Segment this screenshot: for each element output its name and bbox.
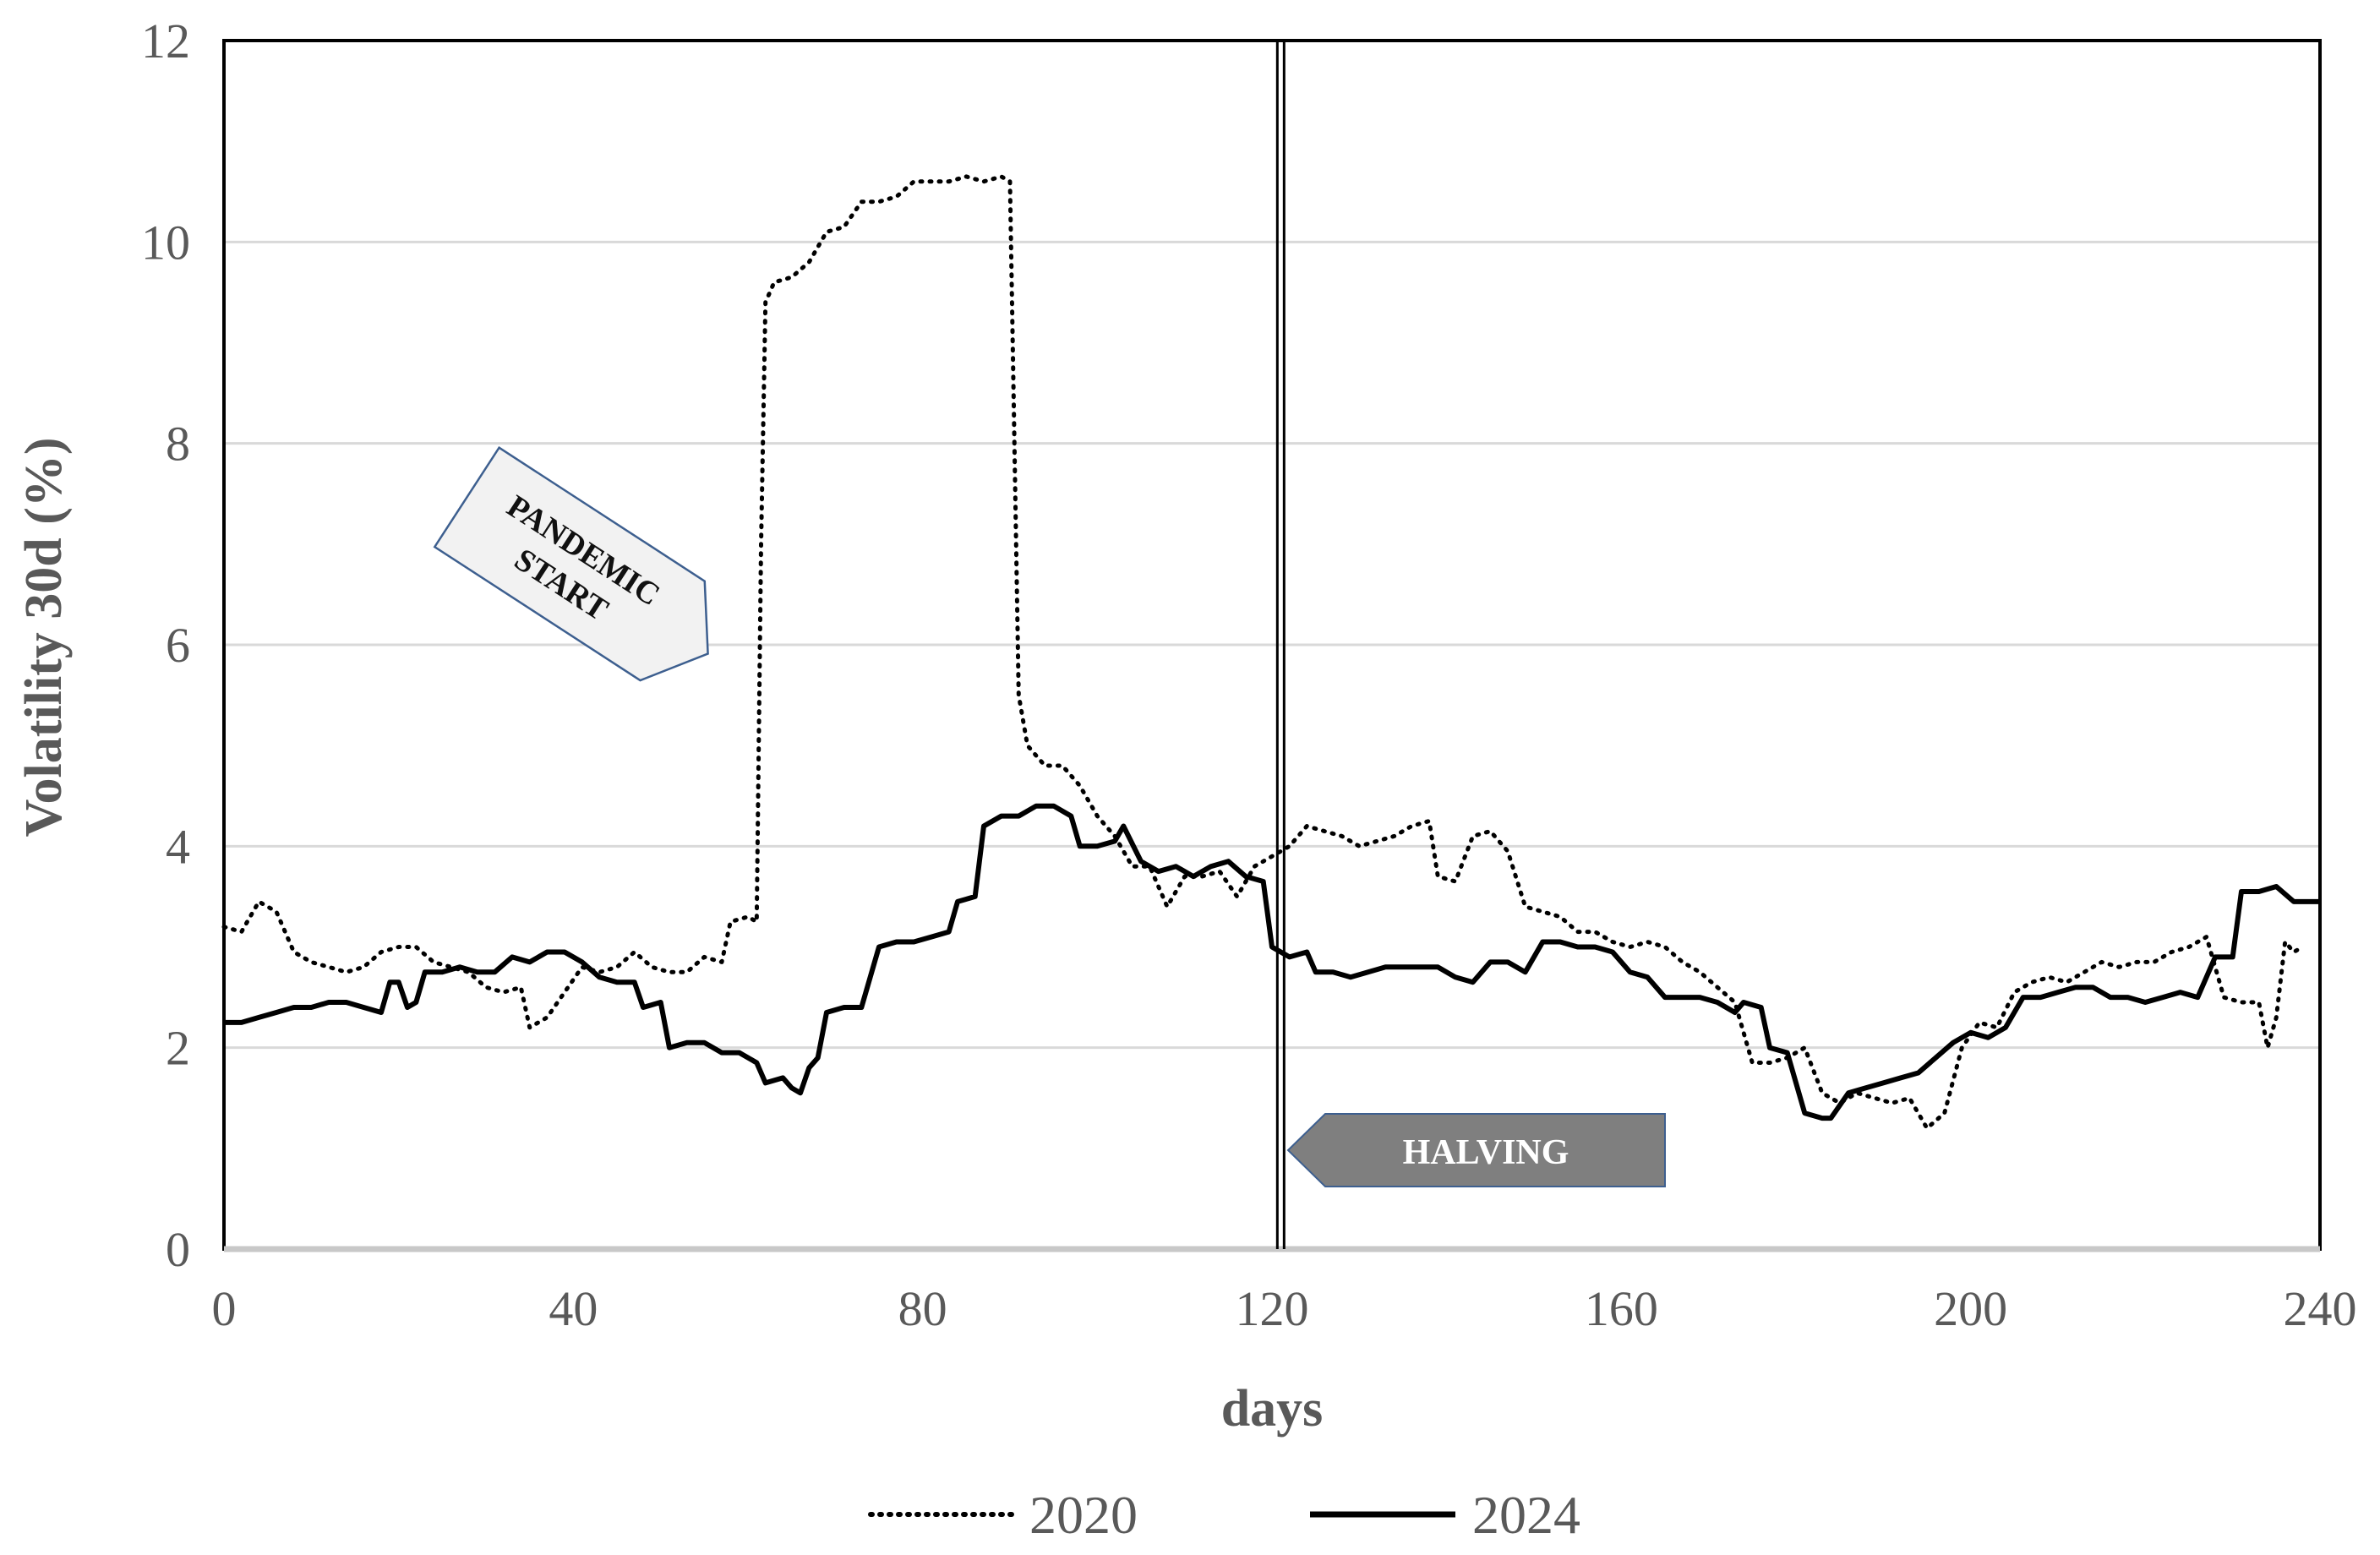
series-line-2020	[221, 174, 2305, 1131]
y-tick-label: 6	[166, 618, 190, 673]
y-tick-label: 12	[141, 14, 190, 68]
y-tick-label: 4	[166, 819, 190, 874]
halving-label: HALVING	[1403, 1133, 1569, 1172]
gridlines	[224, 240, 2320, 1050]
x-tick-label: 0	[212, 1281, 237, 1336]
halving-vertical-line	[1275, 41, 1286, 1249]
x-tick-label: 160	[1585, 1281, 1658, 1336]
x-tick-label: 80	[898, 1281, 947, 1336]
y-axis-tick-labels: 0 2 4 6 8 10 12	[141, 14, 190, 1277]
halving-arrow-shape	[1286, 1113, 1666, 1187]
x-tick-label: 120	[1236, 1281, 1309, 1336]
pandemic-arrow-shape	[433, 445, 709, 682]
x-axis-title: days	[1221, 1380, 1324, 1438]
legend-label-2020: 2020	[1029, 1485, 1138, 1545]
series-line-2024	[224, 803, 2320, 1121]
pandemic-start-annotation: PANDEMIC START	[433, 445, 709, 682]
x-tick-label: 240	[2284, 1281, 2357, 1336]
y-tick-label: 8	[166, 417, 190, 472]
y-tick-label: 2	[166, 1021, 190, 1076]
y-axis-title: Volatility 30d (%)	[15, 437, 73, 837]
x-axis-tick-labels: 0 40 80 120 160 200 240	[212, 1281, 2357, 1336]
x-tick-label: 200	[1934, 1281, 2007, 1336]
halving-annotation: HALVING	[1286, 1113, 1666, 1187]
legend-label-2024: 2024	[1472, 1485, 1580, 1545]
y-tick-label: 10	[141, 215, 190, 270]
series-lines	[221, 174, 2320, 1131]
y-tick-label: 0	[166, 1222, 190, 1277]
legend: 2020 2024	[868, 1485, 1580, 1545]
x-tick-label: 40	[549, 1281, 598, 1336]
